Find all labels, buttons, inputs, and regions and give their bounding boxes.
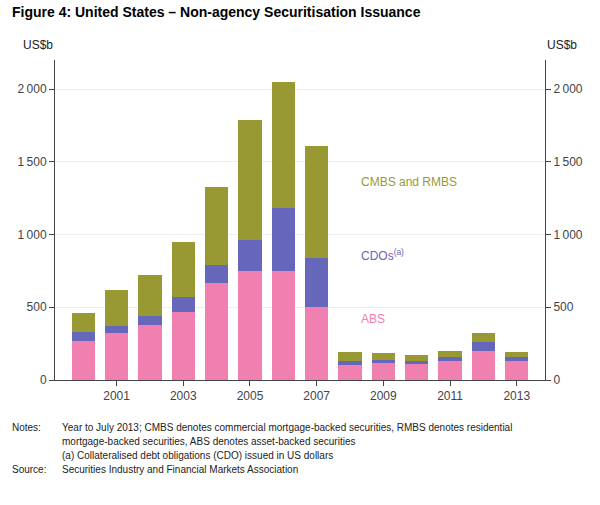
svg-text:Source:: Source: xyxy=(12,464,46,475)
svg-text:2013: 2013 xyxy=(503,389,530,403)
svg-text:1 000: 1 000 xyxy=(17,228,46,242)
svg-text:Figure 4: United States – Non-: Figure 4: United States – Non-agency Sec… xyxy=(12,4,421,20)
svg-text:2005: 2005 xyxy=(237,389,264,403)
svg-text:2007: 2007 xyxy=(303,389,330,403)
svg-text:CDOs​(a)​: CDOs​(a)​ xyxy=(361,247,404,263)
svg-text:500: 500 xyxy=(27,300,47,314)
svg-text:(a) Collateralised debt obliga: (a) Collateralised debt obligations (CDO… xyxy=(62,450,333,461)
svg-text:1 000: 1 000 xyxy=(553,228,582,242)
svg-text:CMBS and RMBS: CMBS and RMBS xyxy=(361,175,457,189)
svg-text:0: 0 xyxy=(553,373,560,387)
svg-text:1 500: 1 500 xyxy=(553,155,582,169)
svg-text:2 000: 2 000 xyxy=(553,82,582,96)
svg-text:Securities Industry and Financ: Securities Industry and Financial Market… xyxy=(62,464,298,475)
svg-text:US$b: US$b xyxy=(23,38,53,52)
svg-text:2 000: 2 000 xyxy=(17,82,46,96)
svg-text:2001: 2001 xyxy=(103,389,130,403)
svg-text:Notes:: Notes: xyxy=(12,422,41,433)
svg-text:mortgage-backed securities, AB: mortgage-backed securities, ABS denotes … xyxy=(62,436,356,447)
svg-text:2009: 2009 xyxy=(370,389,397,403)
svg-text:ABS: ABS xyxy=(361,312,385,326)
svg-text:Year to July 2013; CMBS denote: Year to July 2013; CMBS denotes commerci… xyxy=(62,422,512,433)
svg-text:0: 0 xyxy=(40,373,47,387)
svg-text:2011: 2011 xyxy=(437,389,463,403)
svg-text:US$b: US$b xyxy=(547,38,577,52)
svg-text:1 500: 1 500 xyxy=(17,155,46,169)
svg-text:2003: 2003 xyxy=(170,389,197,403)
svg-text:500: 500 xyxy=(553,300,573,314)
